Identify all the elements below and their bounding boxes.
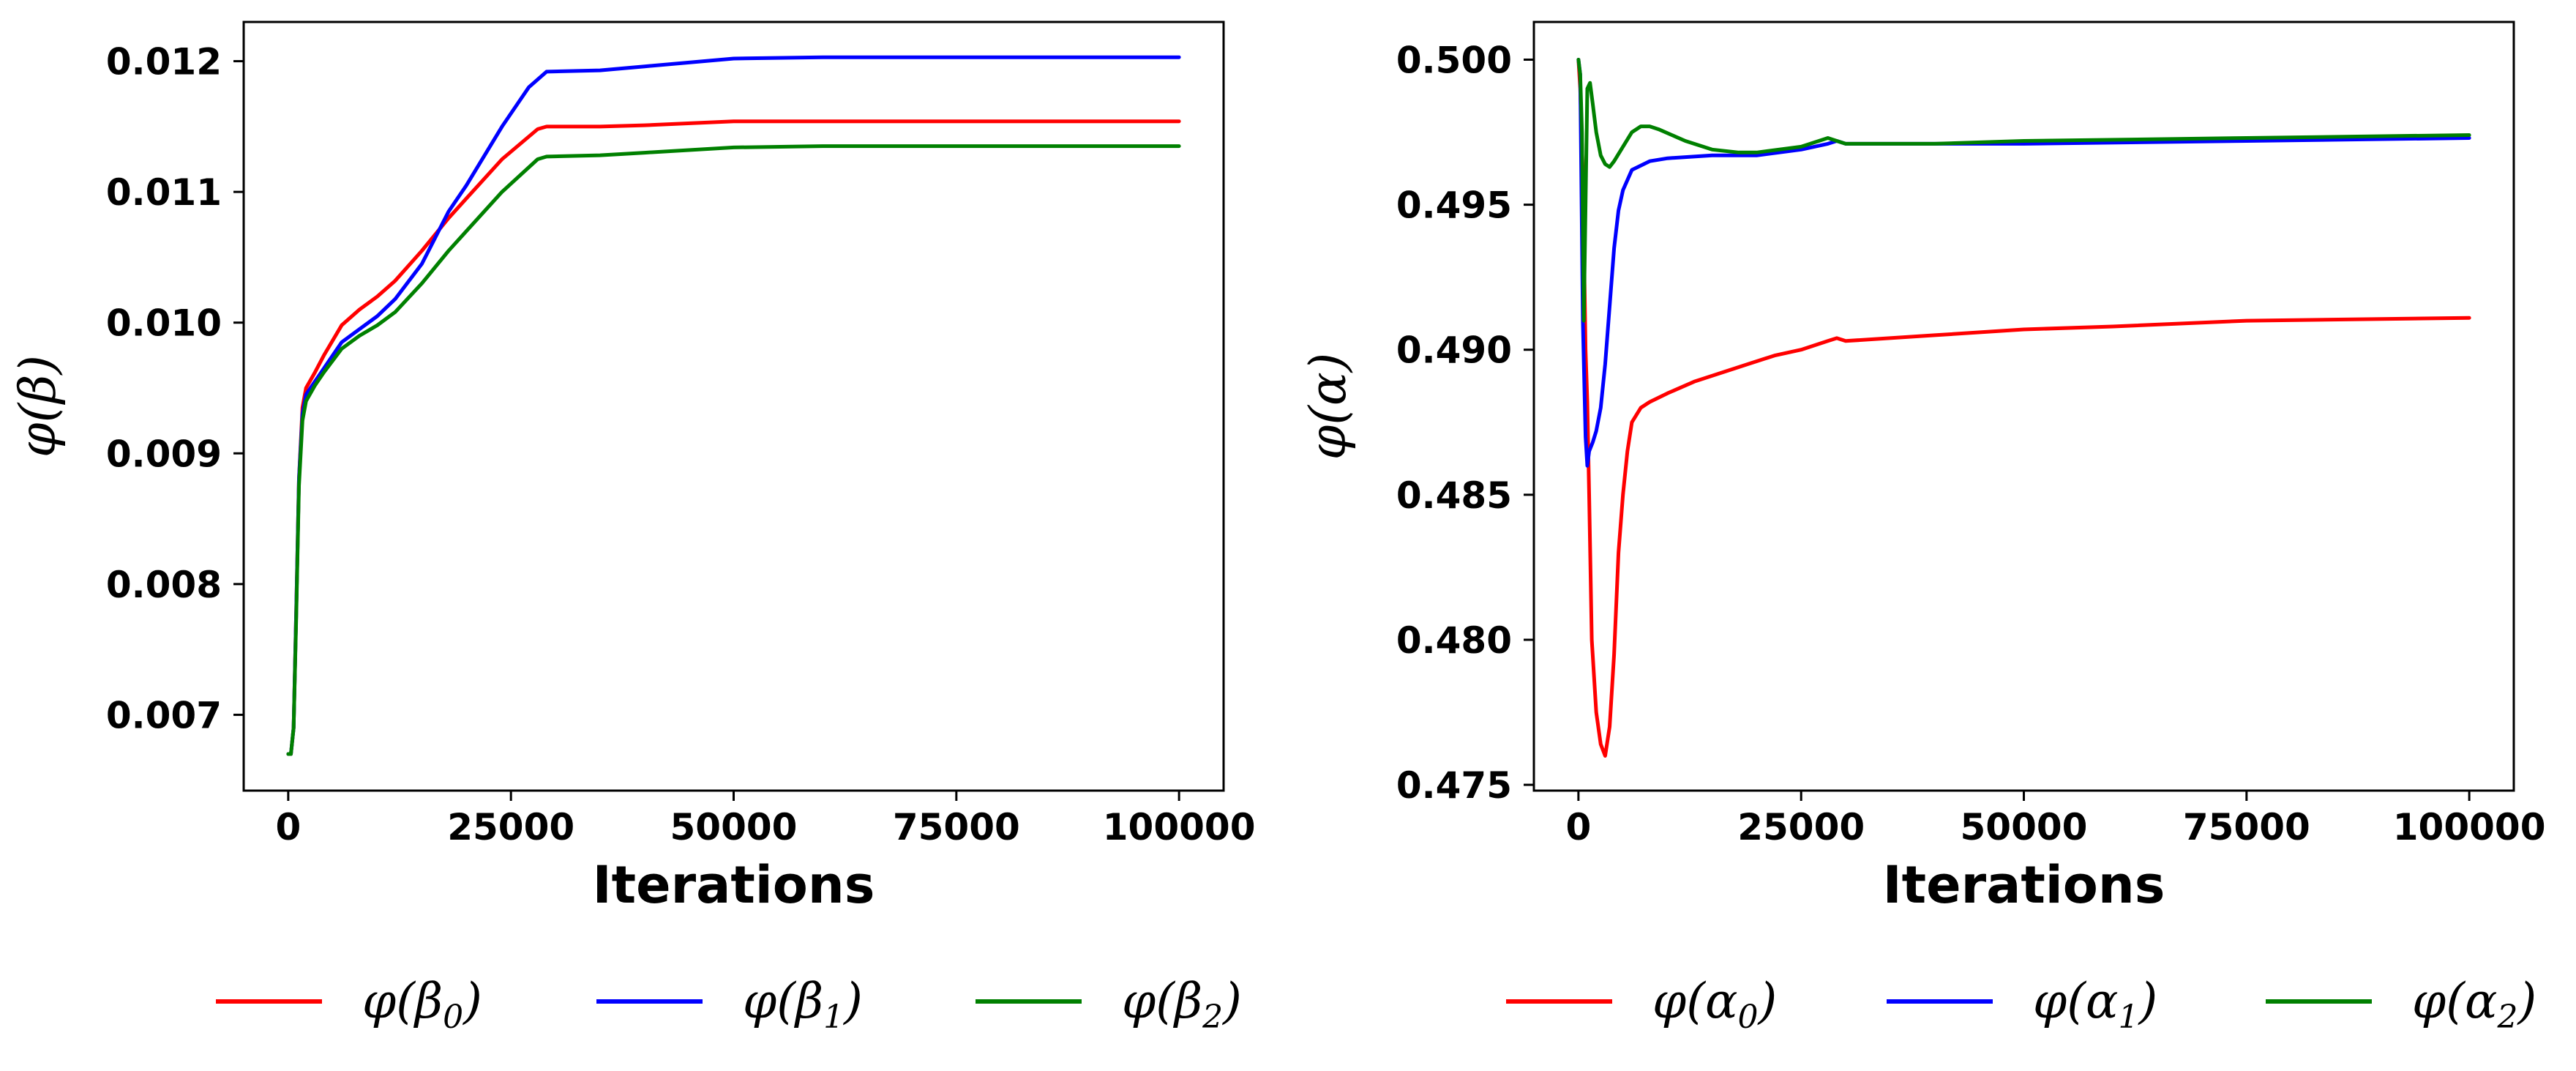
y-tick-label: 0.008 [106, 564, 222, 606]
y-axis-title: φ(α) [1300, 353, 1358, 460]
legend-label-alpha-2: φ(α2) [2412, 973, 2536, 1036]
series-lines [1576, 58, 2471, 758]
y-tick-label: 0.490 [1396, 329, 1512, 372]
y-tick-label: 0.011 [106, 171, 222, 214]
x-tick-label: 75000 [893, 806, 1020, 848]
x-tick-label: 50000 [670, 806, 798, 848]
y-tick-label: 0.007 [106, 694, 222, 736]
legend: φ(β0) φ(β1) φ(β2) [216, 973, 1242, 1036]
y-tick-label: 0.500 [1396, 40, 1512, 82]
x-tick-label: 0 [1565, 806, 1591, 848]
x-tick-label: 100000 [1103, 806, 1256, 848]
series-line-beta-2 [286, 144, 1181, 756]
chart-beta: 0 25000 50000 75000 100000 0.007 0.008 0.009 0.0… [10, 20, 1256, 1036]
x-axis-title: Iterations [1883, 855, 2165, 915]
series-line-beta-0 [286, 119, 1181, 756]
legend-label-alpha-1: φ(α1) [2033, 973, 2157, 1036]
x-tick-label: 50000 [1961, 806, 2088, 848]
x-tick-label: 100000 [2393, 806, 2546, 848]
chart-alpha: 0 25000 50000 75000 100000 0.475 0.480 0.485 0.4… [1300, 20, 2546, 1036]
x-tick-label: 25000 [447, 806, 574, 848]
y-tick-label: 0.475 [1396, 764, 1512, 807]
x-tick-label: 75000 [2183, 806, 2310, 848]
x-tick-label: 25000 [1737, 806, 1865, 848]
legend-label-beta-0: φ(β0) [362, 973, 482, 1036]
series-line-beta-1 [286, 55, 1181, 756]
legend-label-beta-2: φ(β2) [1122, 973, 1242, 1036]
x-axis-title: Iterations [593, 855, 875, 915]
y-tick-label: 0.012 [106, 41, 222, 83]
y-tick-label: 0.485 [1396, 474, 1512, 517]
y-tick-label: 0.495 [1396, 184, 1512, 227]
legend: φ(α0) φ(α1) φ(α2) [1506, 973, 2536, 1036]
series-line-alpha-0 [1576, 58, 2471, 758]
y-tick-label: 0.009 [106, 433, 222, 475]
legend-label-beta-1: φ(β1) [743, 973, 863, 1036]
series-line-alpha-1 [1576, 58, 2471, 468]
y-axis-title: φ(β) [10, 355, 67, 458]
y-tick-label: 0.480 [1396, 619, 1512, 662]
y-tick-label: 0.010 [106, 302, 222, 345]
series-line-alpha-2 [1576, 58, 2471, 323]
x-tick-label: 0 [275, 806, 301, 848]
legend-label-alpha-0: φ(α0) [1652, 973, 1777, 1036]
plot-frame [242, 20, 1225, 792]
series-lines [286, 55, 1181, 756]
